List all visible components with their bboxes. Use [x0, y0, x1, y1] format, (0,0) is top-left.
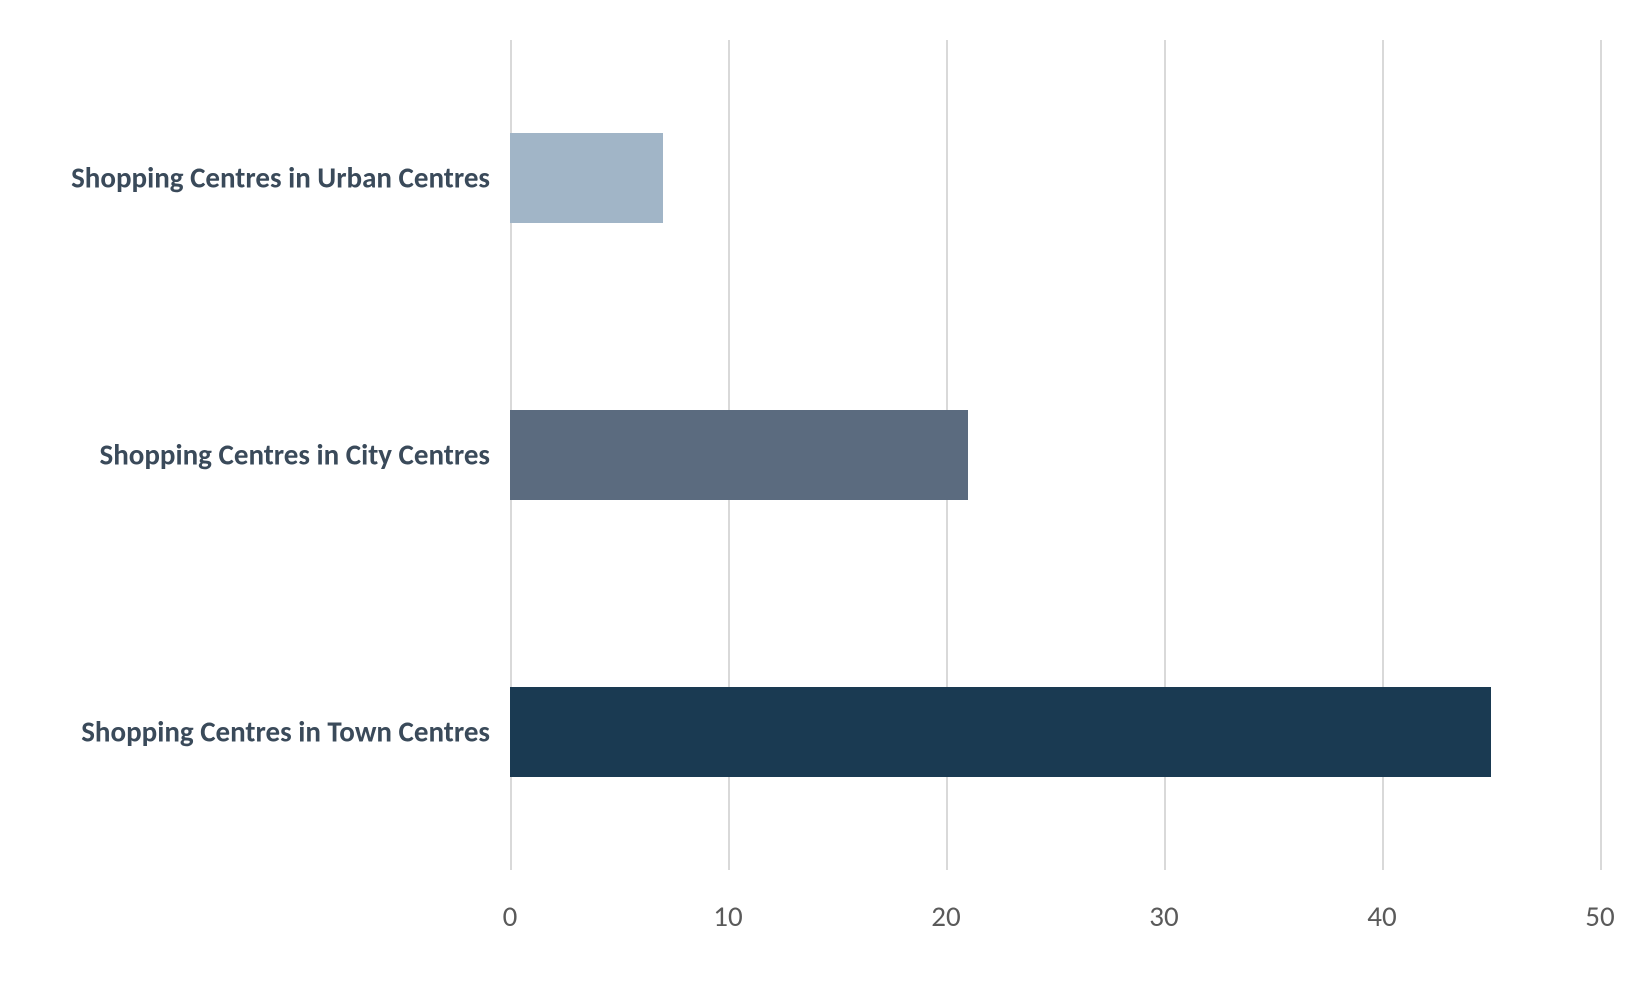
category-labels-column: Shopping Centres in Urban Centres Shoppi… — [0, 0, 510, 870]
x-tick-50: 50 — [1585, 898, 1614, 934]
chart-container: Shopping Centres in Urban Centres Shoppi… — [0, 0, 1650, 990]
x-tick-20: 20 — [931, 898, 960, 934]
x-tick-30: 30 — [1149, 898, 1178, 934]
x-tick-0: 0 — [503, 898, 518, 934]
bar-town — [510, 687, 1491, 777]
category-label-town: Shopping Centres in Town Centres — [0, 715, 490, 750]
category-label-urban: Shopping Centres in Urban Centres — [0, 161, 490, 196]
x-tick-40: 40 — [1367, 898, 1396, 934]
category-label-city: Shopping Centres in City Centres — [0, 438, 490, 473]
x-axis-labels: 0 10 20 30 40 50 — [510, 880, 1600, 940]
bar-urban — [510, 133, 663, 223]
bar-city — [510, 410, 968, 500]
gridline-50 — [1600, 40, 1602, 870]
x-tick-10: 10 — [713, 898, 742, 934]
plot-area — [510, 40, 1600, 870]
